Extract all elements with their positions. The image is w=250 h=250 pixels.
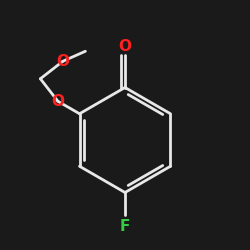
Text: O: O <box>118 39 132 54</box>
Text: O: O <box>56 54 70 69</box>
Text: O: O <box>52 94 64 109</box>
Text: F: F <box>120 219 130 234</box>
